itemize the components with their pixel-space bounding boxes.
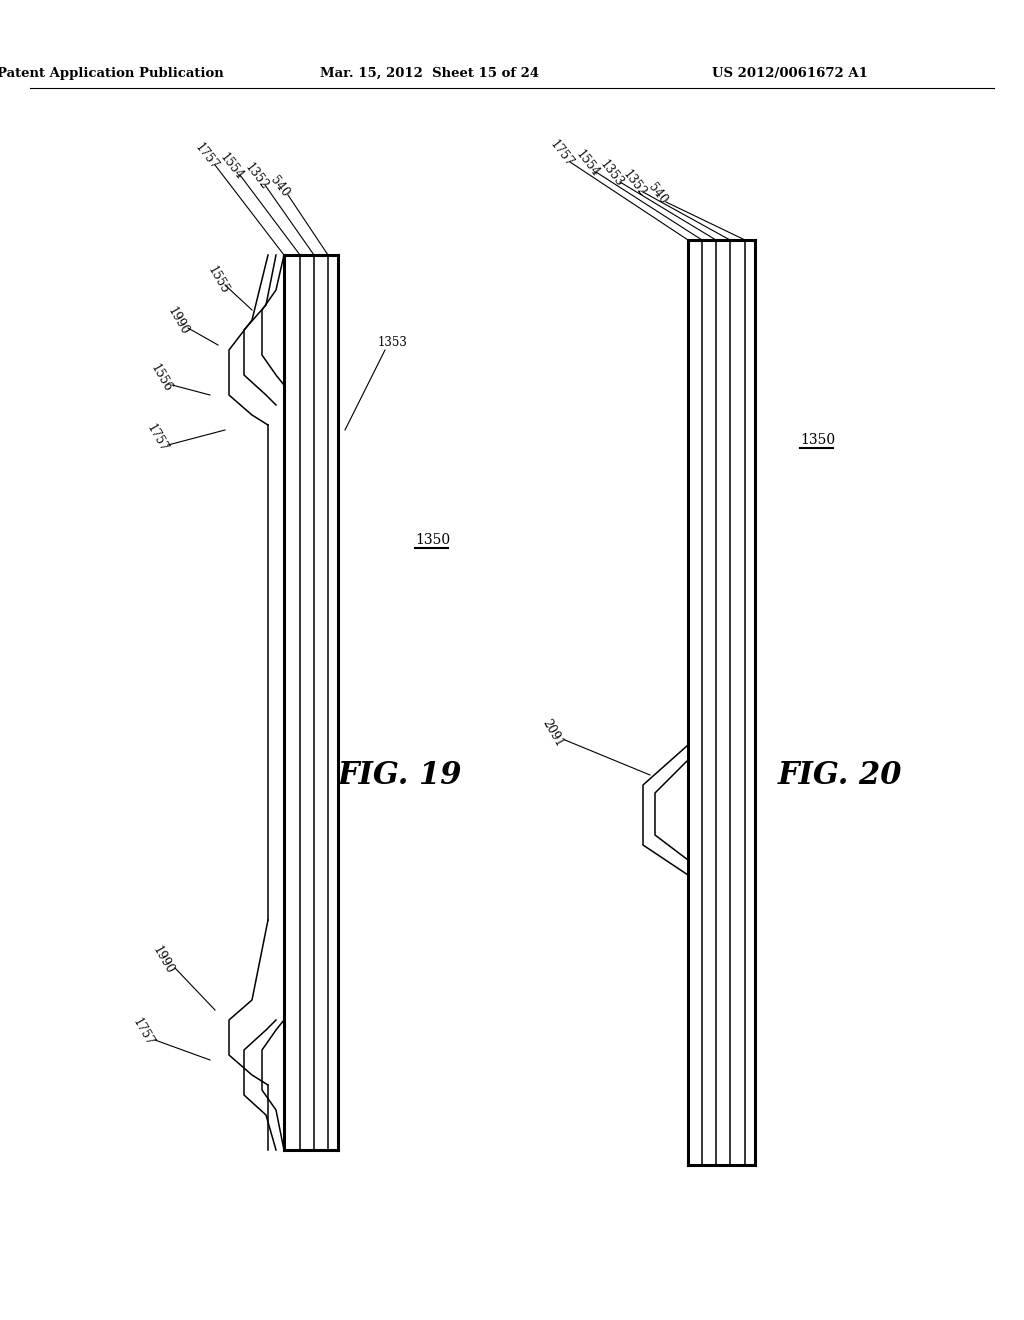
Text: 1353: 1353	[598, 158, 627, 190]
Text: 540: 540	[646, 181, 670, 207]
Text: 1554: 1554	[218, 152, 247, 182]
Text: 540: 540	[268, 174, 292, 199]
Text: 1556: 1556	[147, 362, 174, 395]
Text: 1990: 1990	[165, 305, 191, 337]
Text: FIG. 20: FIG. 20	[778, 759, 902, 791]
Text: 1350: 1350	[415, 533, 451, 546]
Text: 1555: 1555	[205, 264, 231, 296]
Text: 1757: 1757	[548, 139, 577, 170]
Text: 1352: 1352	[243, 161, 271, 193]
Text: 1554: 1554	[573, 148, 602, 180]
Text: 1757: 1757	[130, 1016, 156, 1048]
Text: 1757: 1757	[193, 141, 221, 173]
Text: 1757: 1757	[144, 422, 170, 454]
Text: 1352: 1352	[621, 168, 649, 199]
Text: Patent Application Publication: Patent Application Publication	[0, 66, 223, 79]
Text: 1350: 1350	[800, 433, 836, 447]
Text: 1990: 1990	[150, 944, 176, 977]
Text: 2091: 2091	[540, 717, 566, 750]
Text: Mar. 15, 2012  Sheet 15 of 24: Mar. 15, 2012 Sheet 15 of 24	[321, 66, 540, 79]
Text: 1353: 1353	[378, 337, 408, 350]
Text: US 2012/0061672 A1: US 2012/0061672 A1	[712, 66, 868, 79]
Text: FIG. 19: FIG. 19	[338, 759, 462, 791]
